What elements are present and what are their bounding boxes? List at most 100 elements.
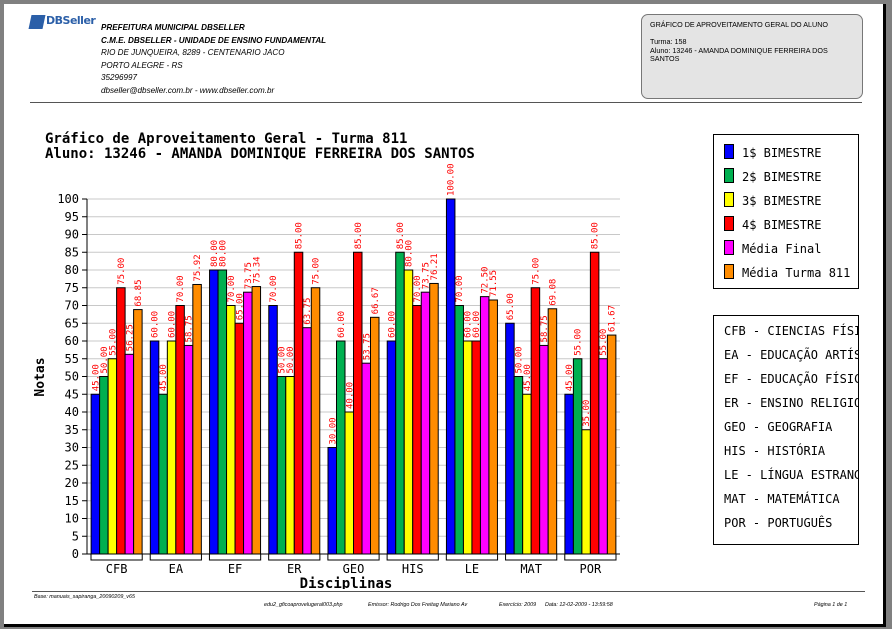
chart-legend: 1$ BIMESTRE 2$ BIMESTRE 3$ BIMESTRE 4$ B… bbox=[713, 134, 859, 289]
data-label: 70.00 bbox=[455, 275, 465, 302]
data-label: 73.75 bbox=[244, 262, 254, 289]
bar bbox=[276, 376, 287, 555]
y-tick-label: 75 bbox=[65, 281, 79, 295]
bar bbox=[183, 344, 194, 555]
data-label: 65.00 bbox=[506, 293, 516, 320]
data-label: 80.00 bbox=[404, 240, 414, 267]
data-label: 40.00 bbox=[345, 382, 355, 409]
info-aluno-line-2: SANTOS bbox=[650, 54, 680, 64]
header-divider bbox=[30, 102, 862, 103]
footer-data: Data: 12-02-2009 - 13:59:58 bbox=[545, 602, 613, 608]
legend-label: 2$ BIMESTRE bbox=[742, 170, 822, 184]
subject-code-item: HIS - HISTÓRIA bbox=[724, 444, 826, 458]
y-tick-label: 20 bbox=[65, 476, 79, 490]
data-label: 70.00 bbox=[176, 275, 186, 302]
bar bbox=[251, 286, 262, 555]
subject-codes-box: CFB - CIENCIAS FÍSICA EA - EDUCAÇÃO ARTÍ… bbox=[713, 315, 859, 545]
x-category-label: MAT bbox=[520, 562, 542, 576]
y-tick-label: 5 bbox=[72, 529, 79, 543]
bar bbox=[107, 358, 118, 555]
data-label: 45.00 bbox=[523, 364, 533, 391]
data-label: 45.00 bbox=[565, 364, 575, 391]
bar bbox=[124, 353, 135, 555]
data-label: 55.00 bbox=[108, 329, 118, 356]
x-category-label: ER bbox=[287, 562, 302, 576]
legend-item-3-bimestre: 3$ BIMESTRE bbox=[724, 192, 821, 208]
x-category-label: CFB bbox=[106, 562, 128, 576]
data-label: 85.00 bbox=[591, 222, 601, 249]
legend-label: 1$ BIMESTRE bbox=[742, 146, 822, 160]
subject-code-item: CFB - CIENCIAS FÍSICA bbox=[724, 324, 858, 338]
performance-chart: Gráfico de Aproveitamento Geral - Turma … bbox=[33, 131, 620, 589]
footer-divider bbox=[32, 591, 865, 592]
data-label: 70.00 bbox=[269, 275, 279, 302]
report-header: DBSeller PREFEITURA MUNICIPAL DBSELLER C… bbox=[4, 4, 883, 104]
data-label: 100.00 bbox=[447, 163, 457, 196]
x-category-box bbox=[505, 553, 558, 561]
org-line-6: dbseller@dbseller.com.br - www.dbseller.… bbox=[101, 85, 275, 95]
footer-emissor: Emissor: Rodrigo Dos Freitag Mariano Av bbox=[368, 602, 468, 608]
data-label: 73.75 bbox=[421, 262, 431, 289]
x-category-box bbox=[208, 553, 262, 561]
data-label: 75.34 bbox=[252, 256, 262, 283]
bar bbox=[462, 340, 473, 555]
info-turma: Turma: 158 bbox=[650, 37, 687, 46]
bar bbox=[395, 251, 405, 555]
bar bbox=[505, 322, 515, 555]
org-line-3: RIO DE JUNQUEIRA, 8289 - CENTENARIO JACO bbox=[101, 48, 285, 58]
organization-block: PREFEITURA MUNICIPAL DBSELLER C.M.E. DBS… bbox=[101, 22, 326, 98]
data-label: 75.00 bbox=[531, 258, 541, 285]
y-tick-label: 30 bbox=[65, 441, 79, 455]
bar bbox=[336, 340, 346, 555]
bar bbox=[539, 344, 549, 555]
legend-swatch bbox=[724, 240, 734, 255]
x-category-label: GEO bbox=[343, 562, 365, 576]
org-line-1: PREFEITURA MUNICIPAL DBSELLER bbox=[101, 23, 245, 32]
bar bbox=[522, 393, 532, 555]
chart-subtitle: Aluno: 13246 - AMANDA DOMINIQUE FERREIRA… bbox=[45, 146, 475, 162]
bar bbox=[234, 322, 245, 555]
data-label: 50.00 bbox=[514, 346, 524, 373]
chart-title: Gráfico de Aproveitamento Geral - Turma … bbox=[45, 131, 407, 147]
y-tick-label: 100 bbox=[57, 192, 79, 206]
footer-pagina: Página 1 de 1 bbox=[814, 602, 848, 608]
legend-label: 4$ BIMESTRE bbox=[742, 218, 822, 232]
data-label: 80.00 bbox=[210, 240, 220, 267]
subject-code-item: EA - EDUCAÇÃO ARTÍSTI bbox=[724, 348, 858, 362]
data-label: 72.50 bbox=[481, 267, 491, 294]
bar bbox=[90, 393, 101, 555]
y-tick-label: 10 bbox=[65, 512, 79, 526]
x-axis-categories: CFB EA EF ER GEO HIS LE MAT POR bbox=[90, 553, 617, 576]
y-tick-label: 40 bbox=[65, 405, 79, 419]
bar bbox=[226, 305, 236, 555]
org-line-5: 35296997 bbox=[101, 73, 138, 83]
bar bbox=[310, 287, 321, 555]
y-tick-label: 95 bbox=[65, 210, 79, 224]
bar bbox=[513, 376, 524, 555]
data-label: 60.00 bbox=[472, 311, 482, 338]
bar bbox=[302, 327, 312, 555]
data-label: 80.00 bbox=[218, 240, 228, 267]
report-info-box: GRÁFICO DE APROVEITAMENTO GERAL DO ALUNO… bbox=[641, 14, 863, 99]
x-category-label: LE bbox=[465, 562, 479, 576]
org-line-4: PORTO ALEGRE - RS bbox=[101, 60, 183, 70]
data-label: 60.00 bbox=[337, 311, 347, 338]
bar bbox=[581, 429, 591, 555]
data-label: 55.00 bbox=[574, 329, 584, 356]
data-label: 70.00 bbox=[227, 275, 237, 302]
data-label: 76.21 bbox=[430, 253, 440, 280]
data-label: 55.00 bbox=[599, 329, 609, 356]
x-category-box bbox=[90, 553, 143, 561]
info-title: GRÁFICO DE APROVEITAMENTO GERAL DO ALUNO bbox=[650, 20, 828, 29]
x-category-box bbox=[564, 553, 617, 561]
data-label: 50.00 bbox=[278, 346, 288, 373]
x-category-label: EA bbox=[169, 562, 184, 576]
data-label: 53.75 bbox=[362, 333, 372, 360]
data-label: 60.00 bbox=[168, 311, 178, 338]
x-category-label: EF bbox=[228, 562, 242, 576]
logo-mark-icon bbox=[28, 15, 46, 29]
y-tick-label: 45 bbox=[65, 387, 79, 401]
x-category-box bbox=[386, 553, 439, 561]
bar bbox=[547, 308, 558, 555]
legend-item-media-turma: Média Turma 811 bbox=[724, 264, 850, 280]
